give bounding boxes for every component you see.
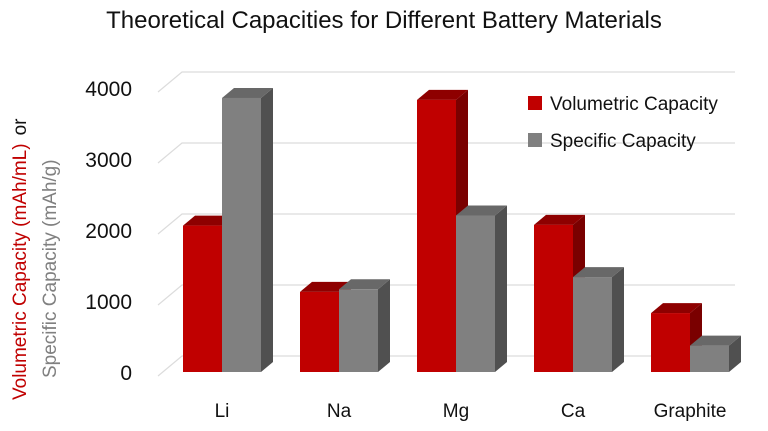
bar-top: [456, 205, 507, 216]
bar-top: [690, 335, 741, 346]
bar-top: [222, 87, 273, 98]
bar-top: [651, 303, 702, 314]
bar-specific-mg: [456, 205, 507, 372]
legend-label-specific: Specific Capacity: [550, 131, 696, 152]
bar-side: [729, 335, 741, 372]
bar-front: [534, 224, 573, 372]
x-tick-label: Mg: [443, 401, 469, 422]
bar-top: [417, 89, 468, 100]
y-tick-label: 3000: [85, 149, 132, 172]
bar-side: [495, 205, 507, 372]
gridline: [157, 142, 735, 164]
bar-top: [300, 281, 351, 292]
bar-front: [651, 313, 690, 372]
bar-front: [690, 345, 729, 372]
bar-side: [261, 87, 273, 372]
bar-front: [417, 99, 456, 373]
bar-top: [339, 279, 390, 290]
bar-volumetric-mg: [417, 89, 468, 373]
bar-volumetric-graphite: [651, 303, 702, 372]
chart-title: Theoretical Capacities for Different Bat…: [106, 7, 662, 34]
y-axis-label-specific: Specific Capacity (mAh/g): [40, 159, 61, 378]
x-tick-label: Na: [327, 401, 352, 422]
y-tick-label: 4000: [85, 78, 132, 101]
bar-specific-ca: [573, 267, 624, 372]
bar-specific-li: [222, 87, 273, 372]
bar-top: [534, 214, 585, 225]
bar-top: [183, 215, 234, 226]
x-tick-label: Ca: [561, 401, 586, 422]
bar-side: [612, 267, 624, 372]
legend-label-volumetric: Volumetric Capacity: [550, 94, 718, 115]
legend-swatch-specific: [528, 133, 542, 147]
y-axis-label-or: or: [10, 118, 31, 136]
bar-front: [183, 225, 222, 372]
bar-front: [222, 97, 261, 372]
y-axis-label-volumetric: Volumetric Capacity (mAh/mL): [10, 143, 31, 400]
bar-front: [573, 277, 612, 372]
y-tick-label: 1000: [85, 291, 132, 314]
x-tick-label: Graphite: [654, 401, 727, 422]
bar-specific-na: [339, 279, 390, 372]
gridline: [157, 71, 735, 93]
y-tick-label: 2000: [85, 220, 132, 243]
y-tick-label: 0: [120, 362, 132, 385]
x-tick-label: Li: [215, 401, 230, 422]
bar-front: [456, 215, 495, 372]
legend-swatch-volumetric: [528, 96, 542, 110]
gridline: [157, 213, 735, 235]
y-axis-label: Volumetric Capacity (mAh/mL) or: [10, 118, 31, 400]
bar-side: [378, 279, 390, 372]
bar-front: [339, 289, 378, 372]
bar-specific-graphite: [690, 335, 741, 372]
legend: Volumetric Capacity Specific Capacity: [528, 94, 718, 152]
bar-top: [573, 267, 624, 278]
bar-front: [300, 291, 339, 372]
